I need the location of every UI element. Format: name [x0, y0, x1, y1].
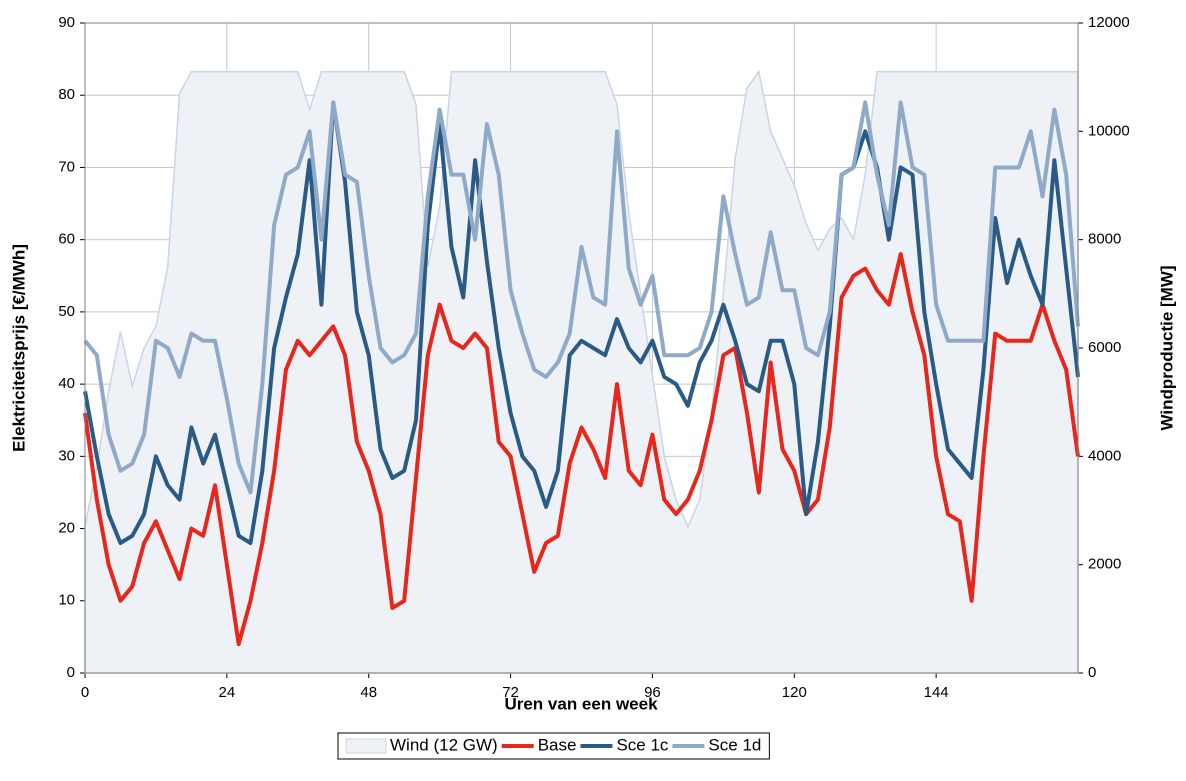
legend-label: Base: [538, 735, 577, 754]
area: [84, 69, 1079, 674]
y-tick-label: 10: [58, 592, 75, 609]
y2-tick-label: 8000: [1088, 231, 1121, 248]
y-tick-label: 90: [58, 14, 75, 31]
x-tick-label: 48: [360, 684, 377, 701]
legend-label: Wind (12 GW): [390, 735, 498, 754]
y2-tick-label: 2000: [1088, 556, 1121, 573]
x-tick-label: 24: [219, 684, 236, 701]
y2-tick-label: 12000: [1088, 14, 1130, 31]
y-tick-label: 30: [58, 447, 75, 464]
y-tick-label: 40: [58, 375, 75, 392]
y-axis-title: Elektriciteitsprijs [€/MWh]: [9, 244, 28, 452]
y2-tick-label: 4000: [1088, 447, 1121, 464]
y-tick-label: 60: [58, 231, 75, 248]
y-tick-label: 80: [58, 86, 75, 103]
y2-tick-label: 6000: [1088, 339, 1121, 356]
y-tick-label: 0: [67, 664, 75, 681]
x-tick-label: 120: [782, 684, 807, 701]
x-tick-label: 72: [502, 684, 519, 701]
y-tick-label: 70: [58, 158, 75, 175]
x-tick-label: 96: [644, 684, 661, 701]
legend-label: Sce 1c: [616, 735, 668, 754]
x-axis-title: Uren van een week: [504, 694, 658, 713]
y-tick-label: 20: [58, 520, 75, 537]
x-tick-label: 144: [924, 684, 949, 701]
legend-label: Sce 1d: [708, 735, 761, 754]
line: [83, 252, 1080, 647]
y2-tick-label: 0: [1088, 664, 1096, 681]
y-tick-label: 50: [58, 303, 75, 320]
line: [83, 100, 1080, 495]
y2-axis-title: Windproductie [MW]: [1157, 265, 1176, 430]
line: [83, 100, 1080, 545]
plot-border: [84, 22, 1079, 674]
x-tick-label: 0: [81, 684, 89, 701]
legend-swatch: [345, 738, 387, 754]
y2-tick-label: 10000: [1088, 122, 1130, 139]
